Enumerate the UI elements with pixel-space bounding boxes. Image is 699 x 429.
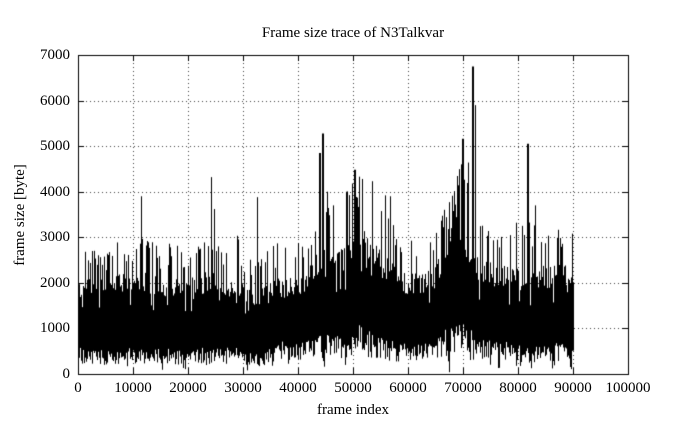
x-tick-label: 70000 <box>444 380 482 396</box>
x-tick-label: 40000 <box>279 380 317 396</box>
y-axis-label: frame size [byte] <box>12 164 28 266</box>
x-tick-label: 0 <box>74 380 82 396</box>
y-tick-label: 5000 <box>40 138 70 155</box>
x-tick-label: 10000 <box>114 380 152 396</box>
y-tick-label: 6000 <box>40 92 70 109</box>
y-tick-label: 3000 <box>40 229 70 246</box>
y-tick-label: 2000 <box>40 274 70 291</box>
y-tick-label: 1000 <box>40 320 70 337</box>
x-tick-label: 80000 <box>499 380 537 396</box>
x-tick-label: 50000 <box>334 380 372 396</box>
x-tick-label: 90000 <box>554 380 592 396</box>
x-tick-label: 60000 <box>389 380 427 396</box>
x-tick-label: 20000 <box>169 380 207 396</box>
y-tick-label: 7000 <box>40 47 70 63</box>
x-tick-label: 100000 <box>605 380 651 396</box>
x-axis-label: frame index <box>316 402 390 418</box>
y-tick-label: 4000 <box>40 183 70 200</box>
x-tick-label: 30000 <box>224 380 262 396</box>
chart-title: Frame size trace of N3Talkvar <box>261 25 445 41</box>
y-tick-label: 0 <box>62 366 71 382</box>
